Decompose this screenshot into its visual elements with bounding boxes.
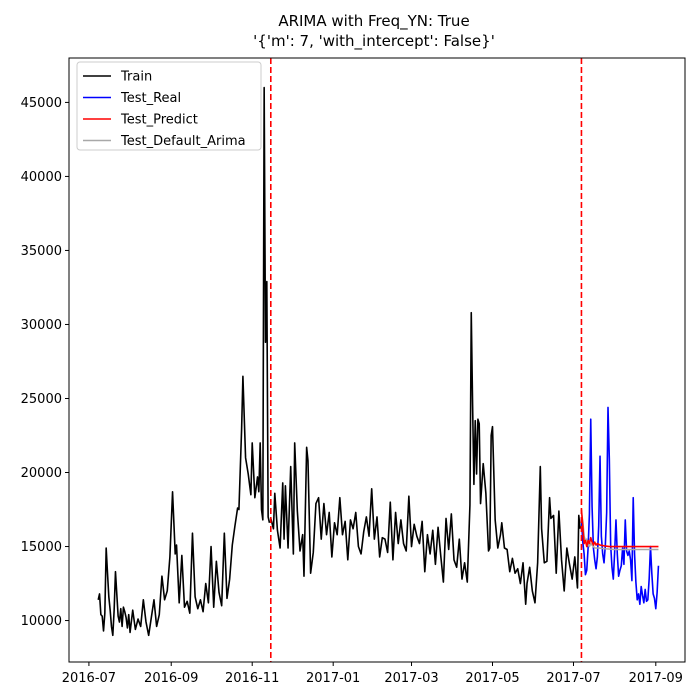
series-line-test-default-arima — [580, 512, 659, 551]
x-tick-label: 2016-07 — [62, 671, 116, 686]
y-tick-label: 45000 — [21, 96, 62, 111]
legend: Train Test_Real Test_Predict Test_Default_A… — [76, 61, 262, 151]
plot-area: 10000 15000 20000 25000 30000 35000 40000 45000… — [21, 57, 686, 686]
legend-label-train: Train — [120, 70, 152, 85]
y-tick-label: 15000 — [21, 540, 62, 555]
y-tick-label: 30000 — [21, 318, 62, 333]
axes-frame — [68, 57, 686, 663]
x-tick-label: 2016-11 — [225, 671, 279, 686]
y-tick-label: 25000 — [21, 392, 62, 407]
chart-title: ARIMA with Freq_YN: True — [278, 12, 469, 31]
series-line-test-real — [580, 406, 660, 610]
y-tick-label: 20000 — [21, 466, 62, 481]
x-tick-label: 2016-09 — [144, 671, 198, 686]
series-group — [97, 86, 660, 637]
x-tick-label: 2017-05 — [465, 671, 519, 686]
legend-label-test-default-arima: Test_Default_Arima — [120, 134, 246, 149]
y-tick-label: 10000 — [21, 614, 62, 629]
series-line-train — [97, 86, 271, 637]
legend-box — [76, 61, 262, 151]
series-line-test-predict — [580, 509, 659, 548]
x-tick-label: 2017-01 — [306, 671, 360, 686]
legend-label-test-predict: Test_Predict — [120, 113, 198, 128]
series-line-train — [270, 311, 581, 606]
y-tick-label: 35000 — [21, 244, 62, 259]
y-tick-label: 40000 — [21, 170, 62, 185]
x-tick-label: 2017-03 — [384, 671, 438, 686]
x-tick-label: 2017-07 — [546, 671, 600, 686]
x-tick-label: 2017-09 — [629, 671, 683, 686]
chart-subtitle: '{'m': 7, 'with_intercept': False}' — [253, 32, 495, 51]
legend-label-test-real: Test_Real — [120, 91, 181, 106]
